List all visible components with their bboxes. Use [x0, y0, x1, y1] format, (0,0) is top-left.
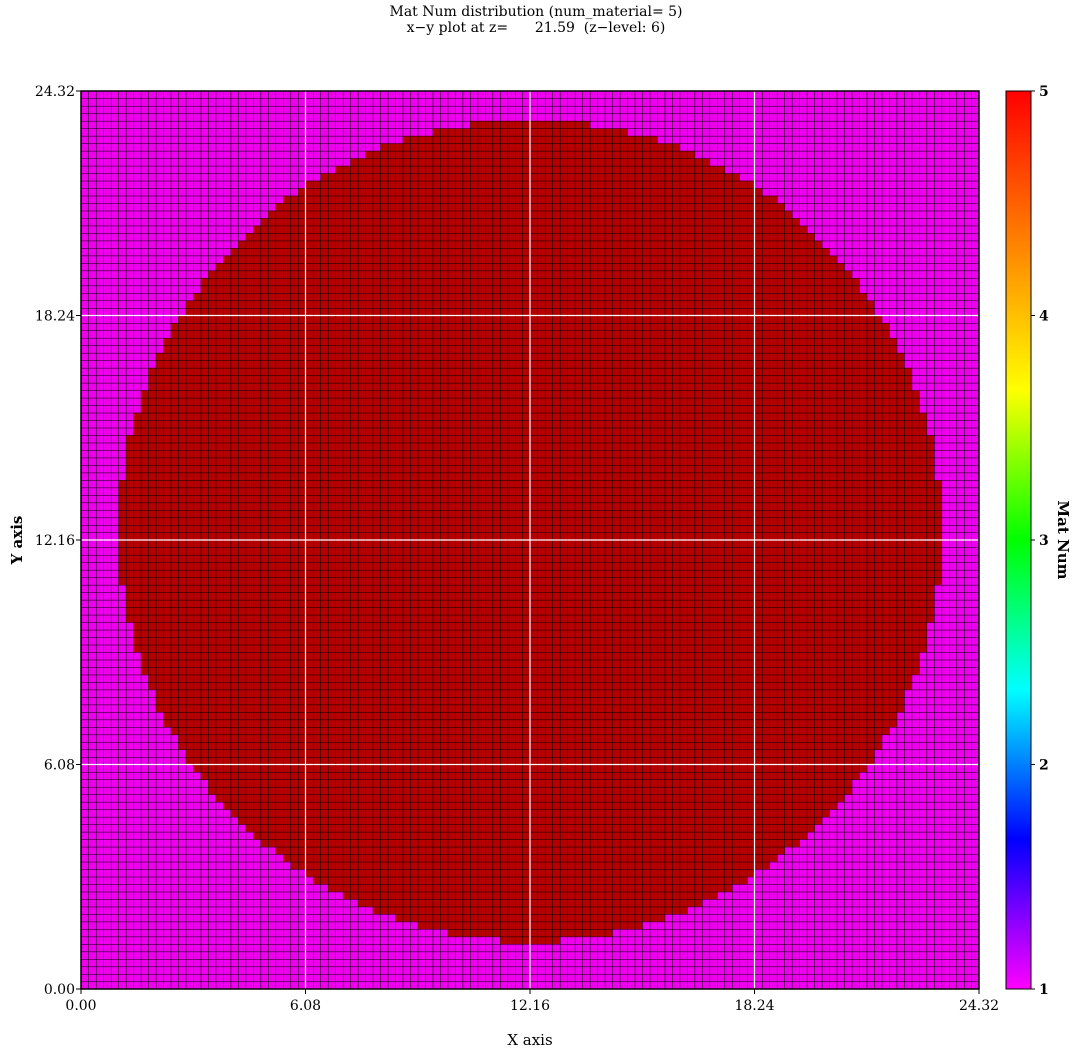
y-tick-label: 24.32 — [35, 84, 75, 100]
x-tick-label: 12.16 — [510, 998, 550, 1014]
x-tick-label: 6.08 — [290, 998, 321, 1014]
y-tick-label: 0.00 — [44, 982, 75, 998]
colorbar — [1006, 91, 1031, 989]
colorbar-tick-label: 1 — [1039, 982, 1049, 998]
x-axis-label: X axis — [507, 1031, 552, 1049]
colorbar-tick-label: 4 — [1039, 309, 1049, 325]
y-tick-label: 6.08 — [44, 758, 75, 774]
colorbar-label: Mat Num — [1054, 501, 1072, 580]
x-tick-label: 0.00 — [65, 998, 96, 1014]
chart-subtitle: x−y plot at z= 21.59 (z−level: 6) — [406, 20, 666, 36]
y-tick-label: 18.24 — [35, 309, 75, 325]
colorbar-tick-label: 5 — [1039, 84, 1049, 100]
x-tick-label: 24.32 — [959, 998, 999, 1014]
x-tick-label: 18.24 — [734, 998, 774, 1014]
y-tick-label: 12.16 — [35, 533, 75, 549]
chart-title: Mat Num distribution (num_material= 5) — [389, 4, 683, 20]
colorbar-tick-label: 3 — [1039, 533, 1049, 549]
colorbar-tick-label: 2 — [1039, 758, 1049, 774]
y-axis-label: Y axis — [8, 516, 26, 566]
